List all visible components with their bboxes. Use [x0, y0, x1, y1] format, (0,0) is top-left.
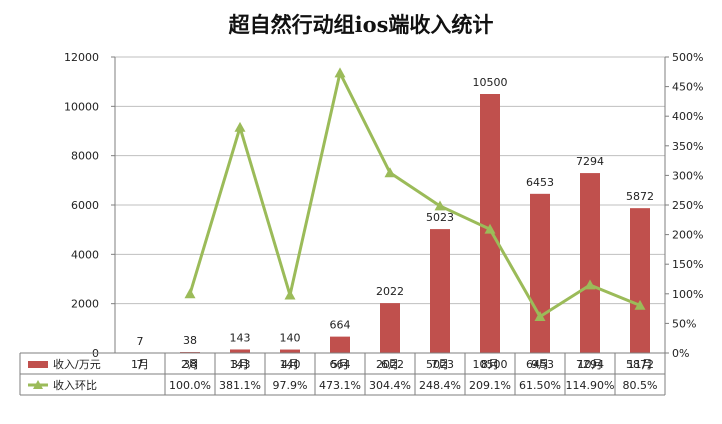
axes: 0200040006000800010000120000%50%100%150%… [64, 51, 703, 360]
table-cell-revenue: 10500 [473, 358, 508, 371]
line-marker [534, 311, 546, 321]
line-marker [384, 167, 396, 178]
bar [580, 173, 600, 353]
table-cell-revenue: 5023 [426, 358, 454, 371]
table-cell-revenue: 6453 [526, 358, 554, 371]
bar [530, 193, 550, 353]
bar [380, 303, 400, 353]
y-left-tick-label: 8000 [71, 150, 99, 163]
table-cell-mom: 248.4% [419, 379, 461, 392]
y-left-tick-label: 12000 [64, 51, 99, 64]
x-category-label: 11月 [628, 358, 653, 371]
y-right-tick-label: 350% [672, 140, 703, 153]
bar-value-label: 5023 [426, 211, 454, 224]
x-category-label: 10月 [578, 358, 603, 371]
bar-value-label: 10500 [473, 76, 508, 89]
y-right-tick-label: 300% [672, 169, 703, 182]
x-category-label: 8月 [481, 358, 499, 371]
y-right-tick-label: 250% [672, 199, 703, 212]
bar-series [130, 94, 650, 354]
legend-key-marker [33, 380, 43, 389]
bar [280, 349, 300, 353]
table-cell-mom: 97.9% [273, 379, 308, 392]
table-cell-revenue: 664 [330, 358, 351, 371]
line-marker [184, 288, 196, 299]
bar-value-label: 6453 [526, 176, 554, 189]
bar-value-label: 7294 [576, 155, 604, 168]
line-marker [434, 200, 446, 211]
bar-value-label: 2022 [376, 285, 404, 298]
y-left-tick-label: 2000 [71, 298, 99, 311]
table-cell-revenue: 143 [230, 358, 251, 371]
x-category-label: 6月 [381, 358, 399, 371]
line-marker [584, 279, 596, 290]
bar [480, 94, 500, 353]
y-right-tick-label: 100% [672, 288, 703, 301]
x-category-label: 2月 [181, 358, 199, 371]
y-right-tick-label: 500% [672, 51, 703, 64]
bar-value-label: 664 [330, 319, 351, 332]
legend-label-bar: 收入/万元 [53, 357, 101, 371]
table-cell-revenue: 7 [137, 358, 144, 371]
legend-label-line: 收入环比 [53, 378, 97, 392]
y-right-tick-label: 200% [672, 229, 703, 242]
line-path [188, 71, 641, 319]
bar-value-label: 140 [280, 332, 301, 345]
table-cell-mom: 381.1% [219, 379, 261, 392]
bar [330, 336, 350, 353]
table-cell-revenue: 2022 [376, 358, 404, 371]
table-cell-revenue: 7294 [576, 358, 604, 371]
x-category-label: 9月 [531, 358, 549, 371]
table-cell-revenue: 140 [280, 358, 301, 371]
line-marker [634, 299, 646, 310]
bar [630, 208, 650, 353]
table-cell-mom: 304.4% [369, 379, 411, 392]
x-category-label: 1月 [131, 358, 149, 371]
y-right-tick-label: 150% [672, 258, 703, 271]
table-cell-mom: 114.90% [566, 379, 615, 392]
y-right-tick-label: 450% [672, 81, 703, 94]
data-labels: 7 38 143 140 664 2022 5023 10500 6453 7294 5872 [137, 76, 655, 348]
legend-key-bar [28, 361, 48, 368]
table-cell-mom: 473.1% [319, 379, 361, 392]
bar-value-label: 5872 [626, 190, 654, 203]
table-cell-mom: 100.0% [169, 379, 211, 392]
bar-value-label: 143 [230, 331, 251, 344]
table-cell-mom: 80.5% [623, 379, 658, 392]
table-cell-mom: 61.50% [519, 379, 561, 392]
x-category-label: 4月 [281, 358, 299, 371]
y-right-tick-label: 0% [672, 347, 689, 360]
y-left-tick-label: 10000 [64, 100, 99, 113]
x-category-label: 3月 [231, 358, 249, 371]
bar-value-label: 38 [183, 334, 197, 347]
y-right-tick-label: 50% [672, 317, 696, 330]
x-category-label: 5月 [331, 358, 349, 371]
bar-value-label: 7 [137, 335, 144, 348]
table-cell-mom: 209.1% [469, 379, 511, 392]
y-right-tick-label: 400% [672, 110, 703, 123]
y-left-tick-label: 6000 [71, 199, 99, 212]
chart-title: 超自然行动组ios端收入统计 [229, 12, 494, 37]
x-category-label: 7月 [431, 358, 449, 371]
line-series [184, 67, 646, 321]
y-left-tick-label: 4000 [71, 248, 99, 261]
line-marker [234, 121, 246, 132]
table-cell-revenue: 5872 [626, 358, 654, 371]
line-marker [284, 289, 296, 300]
table-cell-revenue: 38 [183, 358, 197, 371]
gridlines [115, 56, 665, 305]
bar [230, 349, 250, 353]
line-marker [484, 223, 496, 234]
bar [430, 229, 450, 353]
line-marker [334, 67, 346, 78]
